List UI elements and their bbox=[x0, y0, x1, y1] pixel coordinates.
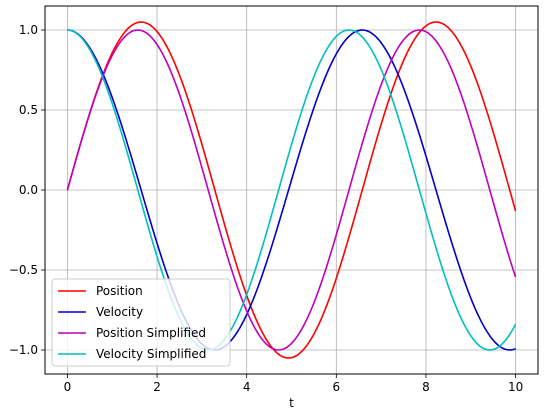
plot-area bbox=[66, 21, 517, 359]
y-tick-label: 1.0 bbox=[19, 23, 38, 37]
x-tick-label: 0 bbox=[64, 380, 72, 394]
y-tick-label: −1.0 bbox=[9, 343, 38, 357]
x-tick-label: 8 bbox=[422, 380, 430, 394]
y-tick-label: −0.5 bbox=[9, 263, 38, 277]
legend-label: Velocity bbox=[96, 305, 143, 319]
legend-label: Velocity Simplified bbox=[96, 347, 206, 361]
y-tick-label: 0.5 bbox=[19, 103, 38, 117]
x-tick-label: 10 bbox=[508, 380, 523, 394]
y-tick-label: 0.0 bbox=[19, 183, 38, 197]
legend: Position Velocity Position Simplified Veloc… bbox=[51, 278, 231, 367]
legend-label: Position Simplified bbox=[96, 326, 206, 340]
grid bbox=[45, 6, 538, 374]
x-axis-label: t bbox=[289, 396, 294, 410]
x-tick-label: 4 bbox=[243, 380, 251, 394]
legend-box bbox=[51, 278, 231, 367]
series-line-position bbox=[66, 21, 517, 359]
tick-marks: 0 2 4 6 8 10 −1.0 −0.5 0.0 0.5 1.0 bbox=[9, 23, 523, 394]
series-line-velocity-simplified bbox=[67, 29, 517, 351]
series-line-position-simplified bbox=[66, 29, 517, 351]
legend-label: Position bbox=[96, 284, 143, 298]
series-line-velocity bbox=[67, 29, 516, 351]
x-tick-label: 6 bbox=[332, 380, 340, 394]
x-tick-label: 2 bbox=[153, 380, 161, 394]
